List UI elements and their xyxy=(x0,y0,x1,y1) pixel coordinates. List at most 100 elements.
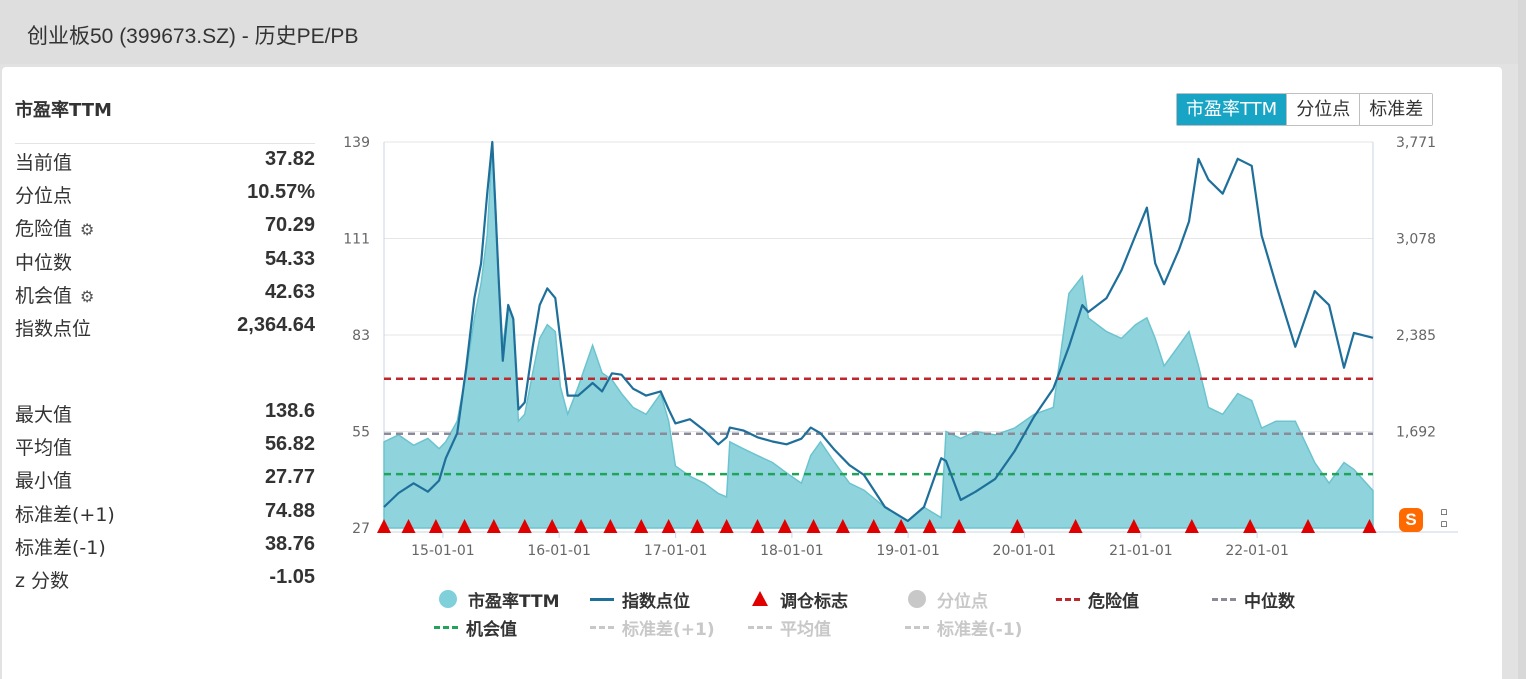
stat-row: 分位点 10.57% xyxy=(15,181,315,211)
stat-label-text: z 分数 xyxy=(15,570,70,592)
x-axis-tick: 18-01-01 xyxy=(760,543,824,559)
legend-mean[interactable]: 平均值 xyxy=(748,615,831,640)
rebalance-marker xyxy=(377,519,391,533)
legend-danger[interactable]: 危险值 xyxy=(1056,587,1139,612)
rebalance-marker xyxy=(1184,519,1199,533)
index-line xyxy=(383,140,1374,522)
legend-label: 中位数 xyxy=(1244,591,1295,612)
stat-label-text: 中位数 xyxy=(15,251,73,274)
stat-label-text: 分位点 xyxy=(15,185,73,208)
rebalance-marker xyxy=(1010,519,1025,533)
circle-symbol-icon xyxy=(436,589,462,609)
tab-pe-ttm[interactable]: 市盈率TTM xyxy=(1177,94,1288,125)
legend-label: 市盈率TTM xyxy=(468,591,560,612)
stat-label: 平均值 xyxy=(15,433,72,460)
stat-label-text: 机会值 xyxy=(15,284,73,307)
stats-divider xyxy=(15,143,315,144)
line-symbol-icon xyxy=(590,589,616,609)
y-axis-left-tick: 27 xyxy=(352,521,370,537)
stat-label-text: 危险值 xyxy=(15,218,73,241)
x-axis-tick: 22-01-01 xyxy=(1225,543,1289,559)
x-axis-tick: 21-01-01 xyxy=(1109,543,1173,559)
gear-icon[interactable]: ⚙ xyxy=(80,220,95,240)
stat-label: z 分数 xyxy=(15,566,69,593)
window-edge xyxy=(1518,0,1526,679)
rebalance-marker xyxy=(1068,519,1083,533)
rebalance-marker xyxy=(517,519,532,533)
y-axis-right-tick: 2,385 xyxy=(1396,328,1436,344)
y-axis-left-tick: 139 xyxy=(343,135,370,151)
stat-label-text: 指数点位 xyxy=(15,318,92,340)
stat-label: 中位数 xyxy=(15,248,72,275)
legend-opportunity[interactable]: 机会值 xyxy=(434,615,517,640)
legend-percentile[interactable]: 分位点 xyxy=(905,587,988,612)
circle-symbol-icon xyxy=(905,589,931,609)
rebalance-marker xyxy=(922,519,937,533)
stat-label-text: 平均值 xyxy=(15,437,73,460)
stat-row: 平均值 56.82 xyxy=(15,433,315,463)
rebalance-marker xyxy=(806,519,821,533)
x-axis-tick: 16-01-01 xyxy=(527,543,591,559)
stat-row: 中位数 54.33 xyxy=(15,248,315,278)
legend-std-minus[interactable]: 标准差(-1) xyxy=(905,615,1022,640)
y-axis-right-tick: 1,692 xyxy=(1396,425,1436,441)
y-axis-left-tick: 55 xyxy=(352,425,370,441)
rebalance-marker xyxy=(457,519,472,533)
tab-percentile[interactable]: 分位点 xyxy=(1287,94,1361,125)
stat-label-text: 标准差(+1) xyxy=(15,503,115,526)
legend-std-plus[interactable]: 标准差(+1) xyxy=(590,615,715,640)
metric-tabs: 市盈率TTM 分位点 标准差 xyxy=(1176,93,1434,126)
stat-label-text: 最小值 xyxy=(15,470,73,493)
x-axis-tick: 15-01-01 xyxy=(411,543,475,559)
page-title: 创业板50 (399673.SZ) - 历史PE/PB xyxy=(27,25,359,48)
sogou-s-icon[interactable]: S xyxy=(1399,508,1423,532)
legend-pe-ttm[interactable]: 市盈率TTM xyxy=(436,587,560,612)
page-header: 创业板50 (399673.SZ) - 历史PE/PB xyxy=(0,0,1526,64)
x-axis-tick: 19-01-01 xyxy=(876,543,940,559)
rebalance-marker xyxy=(428,519,443,533)
stat-value: 54.33 xyxy=(264,247,315,270)
dash-symbol-icon xyxy=(590,617,616,637)
stat-value: -1.05 xyxy=(269,566,315,588)
tab-std-dev[interactable]: 标准差 xyxy=(1360,94,1433,125)
legend-label: 调仓标志 xyxy=(780,591,848,612)
legend-index-level[interactable]: 指数点位 xyxy=(590,587,690,612)
rebalance-marker xyxy=(401,519,416,533)
rebalance-marker xyxy=(545,519,560,533)
stat-value: 37.82 xyxy=(264,148,315,170)
stat-label: 最大值 xyxy=(15,400,72,427)
legend-rebalance[interactable]: 调仓标志 xyxy=(748,587,848,612)
pe-ttm-area xyxy=(383,143,1374,529)
dash-symbol-icon xyxy=(434,617,460,637)
rebalance-marker xyxy=(1362,519,1377,533)
stat-row: 标准差(+1) 74.88 xyxy=(15,500,315,530)
y-axis-left-tick: 83 xyxy=(352,328,370,344)
rebalance-marker xyxy=(1243,519,1258,533)
stat-row: 最小值 27.77 xyxy=(15,466,315,496)
rebalance-marker xyxy=(634,519,649,533)
dash-symbol-icon xyxy=(748,617,774,637)
dash-symbol-icon xyxy=(905,617,931,637)
triangle-symbol-icon xyxy=(748,589,774,609)
stat-value: 42.63 xyxy=(264,280,315,303)
stat-row: 最大值 138.6 xyxy=(15,400,315,430)
legend-median[interactable]: 中位数 xyxy=(1212,587,1295,612)
rebalance-marker xyxy=(661,519,676,533)
y-axis-right-tick: 3,771 xyxy=(1396,135,1436,151)
stat-row: 标准差(-1) 38.76 xyxy=(15,533,315,563)
stat-value: 74.88 xyxy=(264,499,315,522)
stat-label-text: 最大值 xyxy=(15,404,73,426)
crop-icon[interactable]: ▫ ▫ xyxy=(1440,505,1448,530)
rebalance-marker xyxy=(574,519,589,533)
stat-row: z 分数 -1.05 xyxy=(15,566,315,596)
stat-row: 指数点位 2,364.64 xyxy=(15,314,315,344)
legend-label: 平均值 xyxy=(780,619,831,640)
gear-icon[interactable]: ⚙ xyxy=(80,286,95,306)
rebalance-marker xyxy=(1301,519,1316,533)
y-axis-left-tick: 111 xyxy=(343,232,370,248)
stat-value: 2,364.64 xyxy=(237,314,315,336)
rebalance-marker xyxy=(777,519,792,533)
stat-label: 标准差(-1) xyxy=(15,533,106,560)
stat-label-text: 标准差(-1) xyxy=(15,536,106,559)
